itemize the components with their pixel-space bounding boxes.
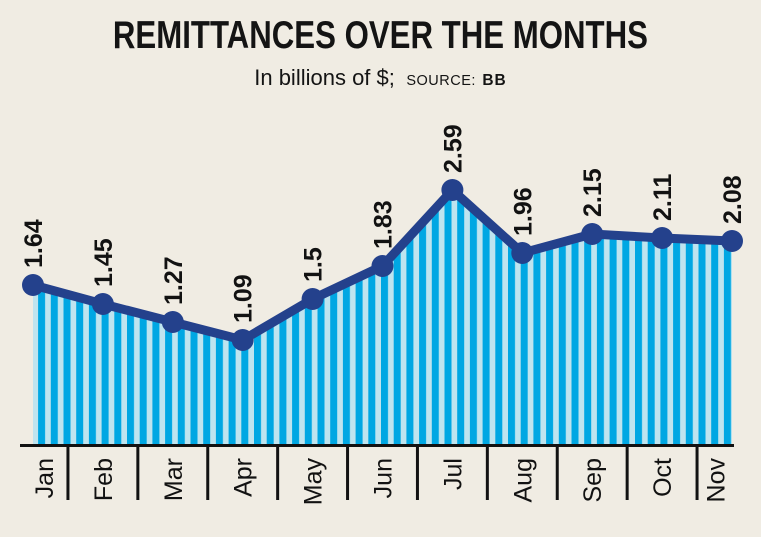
data-point-marker bbox=[22, 274, 44, 296]
month-label: Jul bbox=[439, 458, 467, 490]
data-point-marker bbox=[651, 227, 674, 249]
area-fill bbox=[33, 190, 732, 446]
data-point-marker bbox=[301, 288, 324, 310]
value-label: 1.27 bbox=[160, 256, 188, 305]
month-label: Feb bbox=[90, 458, 118, 501]
data-point-marker bbox=[581, 223, 604, 245]
value-label: 1.09 bbox=[230, 274, 258, 323]
month-label: Nov bbox=[703, 458, 731, 503]
value-label: 2.15 bbox=[579, 168, 607, 217]
month-label: May bbox=[300, 458, 328, 506]
chart-subtitle: In billions of $; SOURCE: BB bbox=[0, 65, 761, 91]
data-point-marker bbox=[231, 329, 254, 351]
value-label: 1.83 bbox=[370, 200, 398, 249]
value-label: 2.11 bbox=[649, 174, 677, 221]
month-label: Aug bbox=[509, 458, 537, 502]
data-point-marker bbox=[441, 179, 464, 201]
data-point-marker bbox=[161, 311, 184, 333]
source-label: SOURCE: bbox=[406, 72, 476, 89]
value-label: 1.45 bbox=[90, 238, 118, 287]
month-label: Apr bbox=[230, 458, 258, 497]
data-point-marker bbox=[371, 255, 394, 277]
month-label: Jan bbox=[31, 458, 59, 498]
value-label: 1.5 bbox=[300, 247, 328, 282]
month-label: Sep bbox=[579, 458, 607, 502]
chart-header: REMITTANCES OVER THE MONTHS In billions … bbox=[0, 14, 761, 91]
page-title: REMITTANCES OVER THE MONTHS bbox=[112, 14, 649, 57]
value-label: 2.59 bbox=[439, 124, 467, 173]
value-label: 1.64 bbox=[20, 219, 48, 268]
data-point-marker bbox=[511, 242, 534, 264]
month-label: Oct bbox=[649, 458, 677, 497]
month-label: Jun bbox=[370, 458, 398, 498]
month-label: Mar bbox=[160, 458, 188, 501]
value-label: 1.96 bbox=[509, 187, 537, 236]
value-label: 2.08 bbox=[719, 175, 747, 224]
data-point-marker bbox=[721, 230, 743, 252]
source-value: BB bbox=[482, 71, 507, 89]
data-point-marker bbox=[91, 293, 114, 315]
subtitle-units: In billions of $; bbox=[254, 64, 395, 90]
